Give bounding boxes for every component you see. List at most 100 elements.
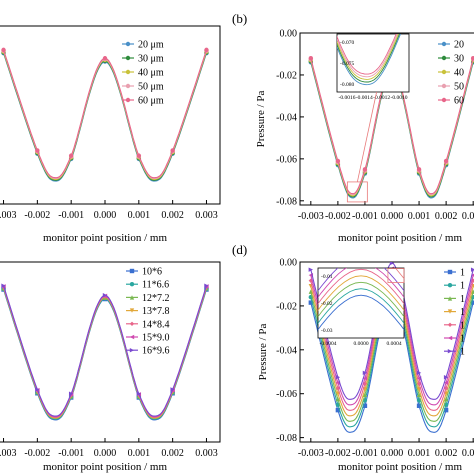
legend-entry-label: 60 μm <box>138 96 164 107</box>
data-point <box>170 148 175 153</box>
y-tick-label: -0.08 <box>276 433 297 444</box>
legend-marker <box>129 348 135 353</box>
inset-series-line <box>318 288 404 324</box>
legend-marker <box>125 83 131 89</box>
legend-b: 20 30 40 50 60 <box>438 40 464 107</box>
x-tick-label: 0.002 <box>435 448 458 459</box>
legend-marker <box>125 41 131 47</box>
x-tick-label: 0.001 <box>128 448 151 459</box>
legend-marker <box>441 97 447 103</box>
series-line <box>2 286 208 418</box>
y-tick-label: -0.02 <box>276 301 297 312</box>
y-tick-label: -0.08 <box>276 196 297 207</box>
legend-marker <box>447 322 453 327</box>
data-point <box>102 56 108 61</box>
series-line <box>2 52 208 181</box>
inset-x-tick-label: -0.0012 <box>373 95 390 101</box>
x-ticks-a: -0.003 -0.002 -0.001 0.000 0.001 0.002 0.003 <box>0 200 218 221</box>
data-point <box>308 267 314 272</box>
x-tick-label: 0.002 <box>161 210 184 221</box>
inset-x-tick-label: -0.0010 <box>391 95 408 101</box>
legend-marker <box>447 349 453 354</box>
data-point <box>416 167 422 172</box>
data-point <box>308 55 314 61</box>
data-point <box>204 283 209 288</box>
legend-entry-label: 50 <box>454 82 464 93</box>
y-tick-label: -0.04 <box>276 112 297 123</box>
data-point <box>335 375 341 380</box>
x-axis-label-c: monitor point position / mm <box>43 461 168 473</box>
legend-entry-label: 10*6 <box>142 267 162 278</box>
legend-a: 20 μm 30 μm 40 μm 50 μm 60 μm <box>122 40 164 107</box>
series-line <box>2 289 208 421</box>
data-point <box>443 407 449 413</box>
inset-x-tick-label: -0.0014 <box>356 95 373 101</box>
panel-label-d: (d) <box>232 242 247 257</box>
data-point <box>443 396 449 402</box>
x-tick-label: 0.003 <box>462 448 474 459</box>
data-point <box>470 267 474 272</box>
inset-x-tick-label: -0.0016 <box>339 95 356 101</box>
x-tick-label: 0.002 <box>161 448 184 459</box>
data-point <box>470 278 474 283</box>
inset-series-line <box>318 268 404 305</box>
legend-marker <box>447 283 453 288</box>
series-line <box>2 287 208 419</box>
legend-marker <box>441 83 447 89</box>
inset-series-line <box>318 281 404 318</box>
inset-y-tick-label: -0.080 <box>340 82 354 88</box>
x-axis-label-b: monitor point position / mm <box>338 232 463 244</box>
data-point <box>443 380 449 385</box>
x-tick-label: 0.001 <box>408 448 431 459</box>
chart-panel-d: (d) -0.003 -0.002 -0.001 0.000 0.001 0.002 0.0… <box>232 242 474 473</box>
legend-entry-label: 1 <box>460 307 465 318</box>
y-tick-label: -0.06 <box>276 389 297 400</box>
inset-frame <box>336 33 410 93</box>
legend-entry-label: 13*7.8 <box>142 306 170 317</box>
legend-entry-label: 40 <box>454 68 464 79</box>
data-point <box>389 262 395 266</box>
legend-entry-label: 50 μm <box>138 82 164 93</box>
x-tick-label: 0.000 <box>381 211 404 222</box>
legend-entry-label: 14*8.4 <box>142 319 170 330</box>
legend-entry-label: 20 μm <box>138 40 164 51</box>
data-point <box>362 392 368 398</box>
y-axis-label-b: Pressure / Pa <box>255 90 267 147</box>
legend-marker <box>447 309 453 314</box>
legend-marker <box>447 296 453 301</box>
chart-panel-c: -0.003 -0.002 -0.001 0.000 0.001 0.002 0.003 m… <box>0 261 221 473</box>
x-tick-label: -0.002 <box>325 448 351 459</box>
legend-entry-label: 1 <box>460 347 465 358</box>
inset-y-tick-label: -0.070 <box>340 40 354 46</box>
x-tick-label: 0.003 <box>462 211 474 222</box>
inset-series-line <box>337 34 397 75</box>
data-point <box>470 273 474 277</box>
legend-marker <box>129 334 135 340</box>
legend-marker <box>125 55 131 61</box>
x-tick-label: -0.001 <box>352 211 378 222</box>
x-tick-label: -0.002 <box>24 448 50 459</box>
series-lines-c <box>1 283 209 421</box>
data-point <box>136 153 142 158</box>
series-line <box>2 50 208 180</box>
x-ticks-b: -0.003-0.002-0.0010.000 0.001 0.002 0.003 <box>298 201 474 222</box>
y-ticks-b: 0.00 -0.02 -0.04 -0.06 -0.08 <box>276 29 304 207</box>
y-ticks-d: 0.00 -0.02 -0.04 -0.06 -0.08 <box>276 258 304 444</box>
data-point <box>362 403 368 408</box>
x-tick-label: 0.000 <box>381 448 404 459</box>
chart-panel-b: (b) -0.003 -0.002 -0.001 0.000 0.001 0.002 0.0… <box>232 11 474 244</box>
inset-y-tick-label: -0.03 <box>321 328 333 334</box>
data-point <box>470 300 474 305</box>
legend-entry-label: 15*9.0 <box>142 333 170 344</box>
data-point <box>335 158 341 164</box>
inset-x-tick-label: 0.0000 <box>353 341 368 347</box>
legend-marker <box>129 295 135 300</box>
series-line <box>2 285 208 417</box>
x-tick-label: -0.001 <box>58 448 84 459</box>
legend-marker <box>125 69 131 75</box>
data-point <box>35 148 40 153</box>
inset-y-tick-label: -0.01 <box>321 274 333 280</box>
data-point <box>35 387 40 392</box>
data-point <box>443 158 449 164</box>
